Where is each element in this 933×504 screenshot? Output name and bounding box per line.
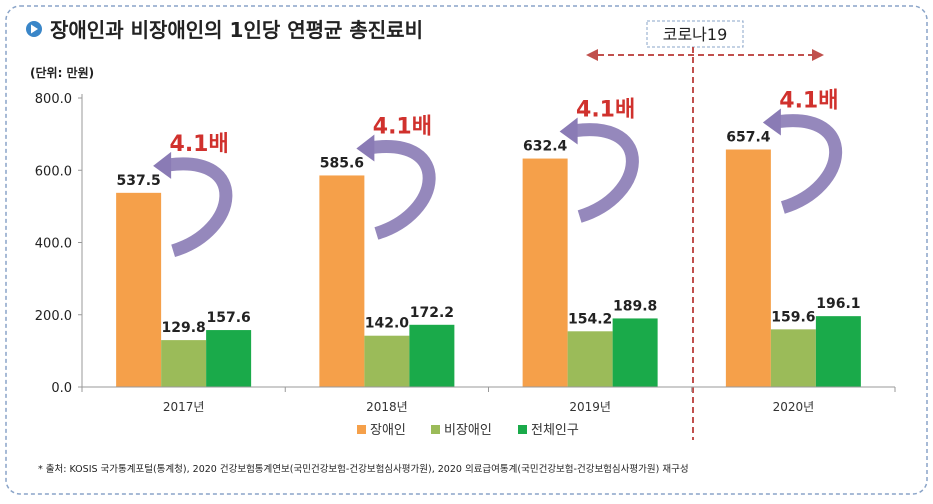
- covid-arrow-left-head: [586, 49, 598, 61]
- bar-non-disabled: [364, 335, 410, 387]
- legend-label-total: 전체인구: [531, 423, 579, 438]
- y-axis: 0.0 200.0 400.0 600.0 800.0: [35, 92, 83, 396]
- value-label-disabled: 537.5: [116, 173, 160, 189]
- ratio-arrow-head: [153, 151, 172, 179]
- bar-disabled: [319, 175, 365, 387]
- legend-swatch-non-disabled: [431, 425, 440, 434]
- value-label-total: 196.1: [816, 296, 860, 312]
- ratio-label: 4.1배: [373, 114, 432, 139]
- y-tick-label: 200.0: [35, 309, 72, 324]
- ratio-curved-arrow: [778, 114, 843, 214]
- x-tick-label: 2017년: [163, 400, 205, 414]
- y-tick-label: 0.0: [51, 381, 72, 396]
- y-tick-label: 600.0: [35, 164, 72, 179]
- legend: 장애인 비장애인 전체인구: [357, 423, 579, 438]
- value-label-non-disabled: 129.8: [161, 320, 205, 336]
- bar-disabled: [522, 158, 568, 387]
- bar-non-disabled: [770, 329, 816, 387]
- value-label-total: 172.2: [410, 305, 454, 321]
- legend-label-disabled: 장애인: [370, 423, 406, 438]
- value-label-disabled: 632.4: [523, 139, 568, 155]
- value-label-non-disabled: 154.2: [568, 311, 612, 327]
- covid-arrow-right-head: [812, 49, 824, 61]
- x-tick-label: 2020년: [773, 400, 815, 414]
- y-tick-label: 400.0: [35, 237, 72, 252]
- unit-label: (단위: 만원): [30, 65, 94, 80]
- bar-total: [612, 318, 658, 387]
- covid-label-box: [646, 20, 744, 48]
- bar-non-disabled: [567, 331, 613, 387]
- legend-swatch-total: [518, 425, 527, 434]
- source-note: * 출처: KOSIS 국가통계포털(통계청), 2020 건강보험통계연보(국…: [38, 463, 689, 475]
- ratio-arrow-head: [559, 117, 578, 145]
- ratio-curved-arrow: [371, 140, 436, 240]
- x-axis: 2017년 2018년 2019년 2020년: [81, 386, 896, 414]
- bar-total: [815, 316, 861, 387]
- bar-disabled: [116, 192, 162, 387]
- ratio-arrow-head: [762, 108, 781, 136]
- value-label-non-disabled: 159.6: [771, 309, 815, 325]
- value-label-non-disabled: 142.0: [365, 316, 410, 332]
- covid-annotation: 코로나19: [586, 20, 824, 440]
- legend-swatch-disabled: [357, 425, 366, 434]
- chart-title: 장애인과 비장애인의 1인당 연평균 총진료비: [50, 18, 423, 42]
- ratio-label: 4.1배: [170, 132, 229, 157]
- ratio-label: 4.1배: [779, 89, 838, 114]
- value-label-total: 189.8: [613, 298, 657, 314]
- covid-label: 코로나19: [663, 25, 728, 44]
- value-label-disabled: 585.6: [320, 155, 364, 171]
- legend-label-non-disabled: 비장애인: [444, 423, 492, 438]
- x-tick-label: 2019년: [569, 400, 611, 414]
- y-tick-label: 800.0: [35, 92, 72, 107]
- play-icon-triangle: [31, 24, 38, 34]
- value-label-disabled: 657.4: [726, 130, 771, 146]
- bar-total: [409, 324, 455, 387]
- bars: [116, 149, 861, 387]
- bar-total: [206, 330, 252, 387]
- ratio-annotations: 4.1배 4.1배 4.1배 4.1배: [153, 89, 843, 258]
- x-tick-label: 2018년: [366, 400, 408, 414]
- ratio-curved-arrow: [168, 157, 233, 258]
- ratio-label: 4.1배: [576, 98, 635, 123]
- value-label-total: 157.6: [206, 310, 250, 326]
- bar-non-disabled: [161, 340, 207, 387]
- ratio-curved-arrow: [574, 123, 639, 223]
- ratio-arrow-head: [356, 134, 375, 162]
- bar-disabled: [725, 149, 771, 387]
